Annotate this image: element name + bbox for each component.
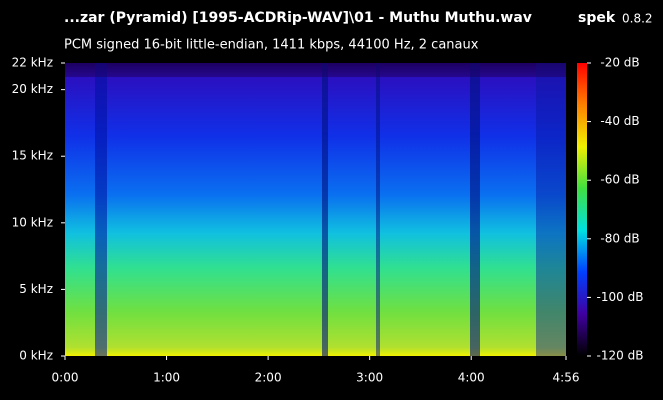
y-tick-label: 5 kHz <box>19 282 53 296</box>
colorbar <box>577 63 587 356</box>
x-tick-label: 3:00 <box>356 371 383 385</box>
quiet-band <box>322 63 328 356</box>
spectrogram-image <box>65 63 566 356</box>
colorbar-tick-label: -20 dB <box>600 56 639 70</box>
x-tick-label: 0:00 <box>52 371 79 385</box>
x-tick-label: 2:00 <box>255 371 282 385</box>
quiet-band <box>536 63 566 356</box>
colorbar-tick-label: -100 dB <box>597 290 644 304</box>
colorbar-tick-label: -40 dB <box>600 114 639 128</box>
colorbar-tick-label: -120 dB <box>597 349 644 363</box>
app-version: 0.8.2 <box>622 12 653 26</box>
y-tick-label: 22 kHz <box>12 56 53 70</box>
colorbar-tick-label: -60 dB <box>600 173 639 187</box>
x-tick-label: 4:00 <box>458 371 485 385</box>
quiet-band <box>376 63 380 356</box>
chart-subtitle: PCM signed 16-bit little-endian, 1411 kb… <box>64 38 479 53</box>
y-tick-label: 20 kHz <box>12 82 53 96</box>
y-tick-label: 15 kHz <box>12 149 53 163</box>
x-tick-label: 4:56 <box>553 371 580 385</box>
top-band <box>65 63 566 77</box>
app-name: spek <box>578 10 616 26</box>
y-tick-label: 0 kHz <box>19 349 53 363</box>
x-tick-label: 1:00 <box>153 371 180 385</box>
quiet-band <box>95 63 107 356</box>
spectrogram <box>65 63 566 356</box>
colorbar-tick-label: -80 dB <box>600 231 639 245</box>
y-tick-label: 10 kHz <box>12 215 53 229</box>
chart-title: ...zar (Pyramid) [1995-ACDRip-WAV]\01 - … <box>64 10 532 26</box>
quiet-band <box>470 63 480 356</box>
